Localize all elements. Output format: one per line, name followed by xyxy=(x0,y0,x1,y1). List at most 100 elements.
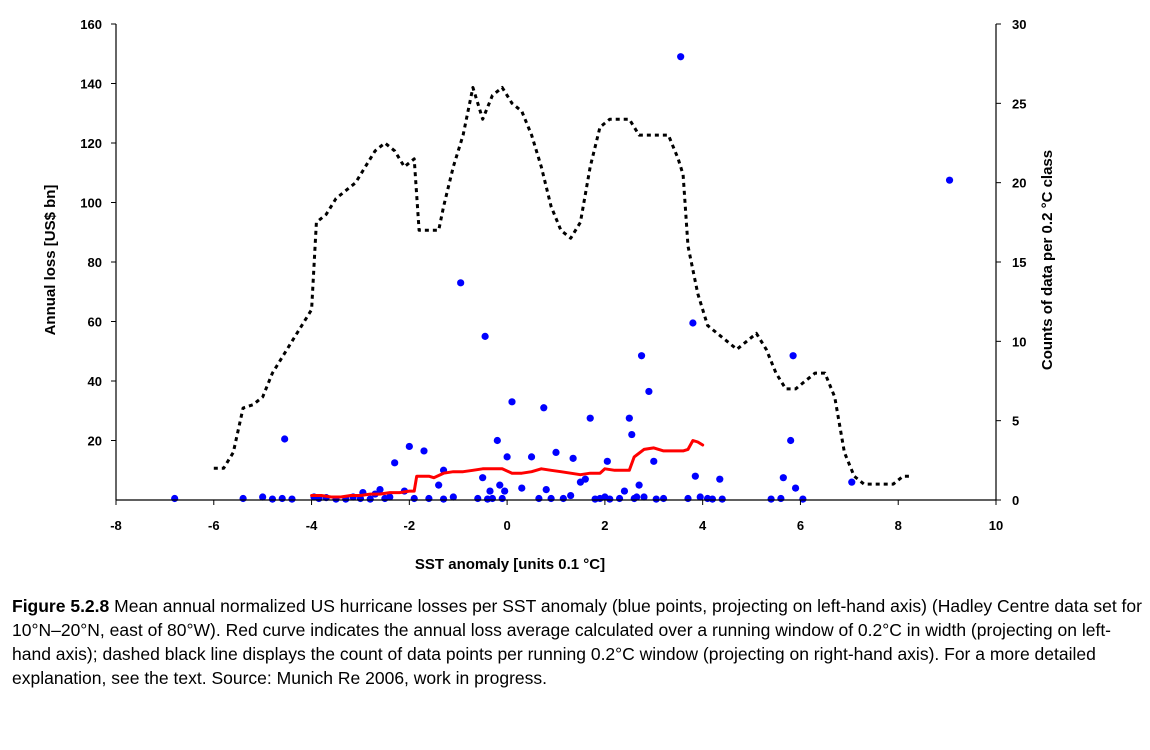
loss-data-point xyxy=(420,447,428,455)
loss-data-point xyxy=(486,487,494,495)
loss-scatter-points xyxy=(171,53,954,503)
x-tick-label: -6 xyxy=(208,518,220,533)
loss-data-point xyxy=(425,494,433,503)
loss-data-point xyxy=(848,478,856,486)
loss-data-point xyxy=(479,474,487,482)
x-tick-label: -4 xyxy=(306,518,318,533)
loss-data-point xyxy=(791,484,800,492)
y-axis-right-label: Counts of data per 0.2 °C class xyxy=(1039,150,1056,370)
loss-data-point xyxy=(684,494,692,503)
loss-data-point xyxy=(625,414,633,422)
loss-data-point xyxy=(603,457,611,465)
x-tick-label: -8 xyxy=(110,518,122,533)
loss-data-point xyxy=(620,487,629,495)
y-right-tick-label: 30 xyxy=(1012,17,1026,32)
loss-data-point xyxy=(488,494,497,503)
loss-data-point xyxy=(259,493,267,501)
loss-data-point xyxy=(779,474,787,482)
loss-data-point xyxy=(547,494,555,503)
y-left-tick-label: 40 xyxy=(88,374,102,389)
loss-data-point xyxy=(628,430,636,439)
y-right-tick-label: 10 xyxy=(1012,334,1026,349)
x-tick-label: 2 xyxy=(601,518,608,533)
loss-data-point xyxy=(689,319,697,327)
loss-data-point xyxy=(474,494,482,503)
loss-data-point xyxy=(288,495,296,503)
loss-data-point xyxy=(281,435,289,443)
loss-data-point xyxy=(493,436,501,445)
loss-data-point xyxy=(496,481,504,489)
loss-data-point xyxy=(708,495,717,503)
loss-data-point xyxy=(586,414,594,422)
loss-data-point xyxy=(659,494,668,503)
chart: -8 -6 -4 -2 0 2 4 6 8 10 20 40 60 80 100 120 140 160 0 5 10 1… xyxy=(42,17,1056,573)
y-left-tick-label: 140 xyxy=(80,77,102,92)
loss-data-point xyxy=(435,481,443,489)
loss-data-point xyxy=(635,481,643,489)
y-left-tick-label: 80 xyxy=(88,255,102,270)
loss-data-point xyxy=(540,404,548,412)
loss-data-point xyxy=(633,493,641,501)
y-left-tick-label: 60 xyxy=(88,315,102,330)
loss-data-point xyxy=(677,53,685,61)
y-left-tick-label: 100 xyxy=(80,196,102,211)
figure-number: Figure 5.2.8 xyxy=(12,596,110,616)
loss-data-point xyxy=(542,485,550,494)
loss-data-point xyxy=(640,493,648,501)
x-tick-label: 0 xyxy=(503,518,510,533)
loss-data-point xyxy=(527,453,536,461)
tick-labels: -8 -6 -4 -2 0 2 4 6 8 10 20 40 60 80 100 120 140 160 0 5 10 1… xyxy=(80,17,1026,533)
loss-data-point xyxy=(552,448,560,456)
loss-data-point xyxy=(606,495,614,503)
loss-data-point xyxy=(567,491,575,500)
y-left-tick-label: 120 xyxy=(80,136,102,151)
loss-data-point xyxy=(569,454,577,462)
loss-data-point xyxy=(615,494,624,503)
axes xyxy=(111,23,1001,505)
loss-data-point xyxy=(405,442,413,451)
x-tick-label: 4 xyxy=(699,518,707,533)
x-axis-label: SST anomaly [units 0.1 °C] xyxy=(415,556,605,573)
y-right-tick-label: 20 xyxy=(1012,176,1026,191)
loss-data-point xyxy=(559,494,567,503)
loss-data-point xyxy=(457,279,465,287)
y-left-tick-label: 160 xyxy=(80,17,102,32)
loss-data-point xyxy=(498,494,506,503)
loss-data-point xyxy=(376,485,384,494)
loss-data-point xyxy=(716,475,724,483)
running-mean-loss-line xyxy=(310,439,705,499)
y-right-tick-label: 5 xyxy=(1012,414,1019,429)
x-tick-label: 10 xyxy=(989,518,1003,533)
loss-data-point xyxy=(239,494,247,503)
loss-data-point xyxy=(449,493,457,501)
x-tick-label: -2 xyxy=(404,518,416,533)
loss-data-point xyxy=(652,495,660,503)
loss-data-point xyxy=(410,494,418,503)
loss-data-point xyxy=(789,352,797,360)
loss-data-point xyxy=(691,472,699,480)
y-right-tick-label: 15 xyxy=(1012,255,1026,270)
mean-loss-red-line xyxy=(310,439,705,499)
loss-data-point xyxy=(945,176,954,184)
loss-data-point xyxy=(777,494,785,503)
loss-data-point xyxy=(650,457,658,465)
count-per-window-line xyxy=(213,86,913,486)
loss-data-point xyxy=(787,436,795,445)
loss-data-point xyxy=(637,352,646,360)
count-series-dashed-line xyxy=(213,86,913,486)
loss-data-point xyxy=(481,332,489,340)
loss-data-point xyxy=(391,459,399,467)
loss-data-point xyxy=(503,453,511,461)
y-right-tick-label: 25 xyxy=(1012,96,1026,111)
loss-data-point xyxy=(386,493,394,501)
loss-data-point xyxy=(171,494,179,503)
caption-text: Mean annual normalized US hurricane loss… xyxy=(12,596,1142,688)
loss-data-point xyxy=(767,495,775,503)
x-tick-label: 8 xyxy=(895,518,902,533)
loss-data-point xyxy=(535,494,543,503)
loss-data-point xyxy=(718,495,726,503)
y-right-tick-label: 0 xyxy=(1012,493,1019,508)
loss-data-point xyxy=(439,495,448,503)
loss-data-point xyxy=(278,494,286,503)
loss-data-point xyxy=(366,495,374,503)
